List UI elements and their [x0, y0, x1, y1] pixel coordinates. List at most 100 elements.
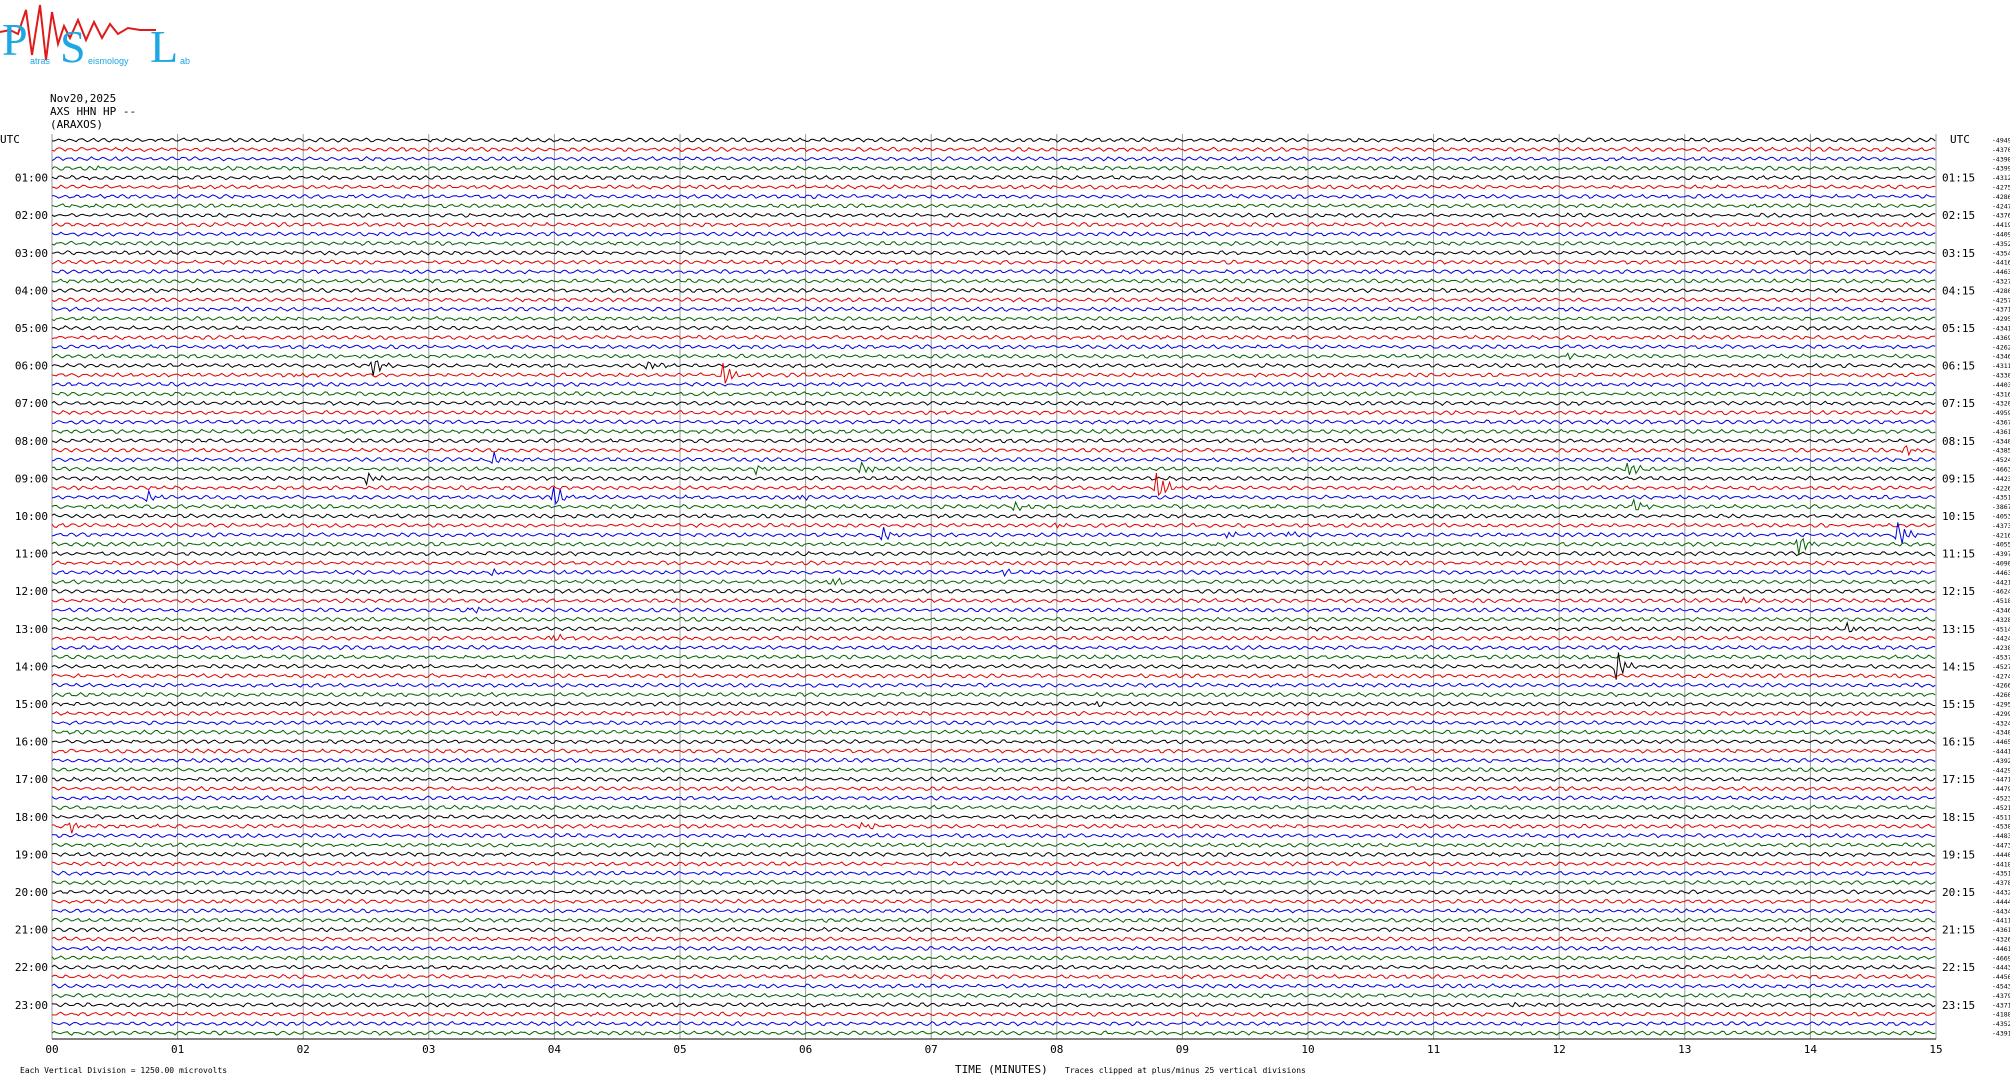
hour-label-left: 13:00 — [15, 623, 48, 636]
hour-label-left: 09:00 — [15, 472, 48, 485]
trace-offset-label: -4397 — [1992, 550, 2010, 558]
trace-offset-label: -4378 — [1992, 879, 2010, 887]
trace-line — [51, 633, 1936, 642]
trace-line — [51, 898, 1936, 905]
x-tick-label: 01 — [171, 1043, 184, 1056]
trace-line — [51, 419, 1936, 425]
trace-offset-label: -4330 — [1992, 372, 2010, 380]
hour-label-right: 13:15 — [1942, 623, 1975, 636]
trace-offset-label: -4286 — [1992, 193, 2010, 201]
x-tick-label: 02 — [297, 1043, 310, 1056]
trace-offset-label: -4463 — [1992, 268, 2010, 276]
trace-offset-label: -4527 — [1992, 663, 2010, 671]
trace-line — [51, 964, 1936, 970]
trace-line — [51, 550, 1936, 557]
trace-line — [51, 621, 1936, 633]
y-axis-label-right: UTC — [1950, 133, 1970, 146]
trace-line — [51, 391, 1936, 397]
trace-offset-label: -4324 — [1992, 719, 2010, 727]
trace-line — [51, 400, 1936, 406]
trace-offset-label: -4392 — [1992, 757, 2010, 765]
trace-line — [52, 616, 1936, 623]
trace-offset-label: -4391 — [1992, 1030, 2010, 1038]
trace-offset-label: -4238 — [1992, 644, 2010, 652]
traces — [51, 137, 1936, 1036]
trace-offset-label: -4521 — [1992, 804, 2010, 812]
trace-offset-label: -4275 — [1992, 184, 2010, 192]
trace-offset-label: -4262 — [1992, 343, 2010, 351]
trace-offset-label: -4260 — [1992, 691, 2010, 699]
trace-offset-label: -4376 — [1992, 212, 2010, 220]
trace-line — [51, 691, 1936, 698]
trace-offset-label: -4320 — [1992, 400, 2010, 408]
labels: 00 01 02 03 04 05 06 07 08 09 10 11 12 13 14 15 UTC UTC 01… — [0, 133, 2010, 1056]
trace-offset-label: -4327 — [1992, 278, 2010, 286]
hour-label-right: 12:15 — [1942, 585, 1975, 598]
trace-line — [51, 889, 1936, 895]
hour-label-right: 18:15 — [1942, 811, 1975, 824]
trace-offset-label: -4440 — [1992, 851, 2010, 859]
x-tick-label: 09 — [1176, 1043, 1189, 1056]
logo-letter-l: L — [150, 21, 178, 70]
trace-line — [51, 184, 1936, 190]
trace-offset-label: -4479 — [1992, 785, 2010, 793]
trace-line — [51, 352, 1936, 361]
trace-offset-label: -4379 — [1992, 992, 2010, 1000]
trace-offset-label: -4399 — [1992, 165, 2010, 173]
trace-line — [51, 287, 1936, 294]
trace-offset-label: -3867 — [1992, 503, 2010, 511]
trace-line — [51, 776, 1936, 782]
x-tick-label: 07 — [925, 1043, 938, 1056]
trace-line — [51, 606, 1936, 614]
trace-offset-label: -4471 — [1992, 776, 2010, 784]
trace-offset-label: -4053 — [1992, 513, 2010, 521]
trace-line — [51, 363, 1936, 384]
trace-line — [51, 588, 1936, 594]
trace-offset-label: -4959 — [1992, 409, 2010, 417]
trace-line — [51, 146, 1936, 153]
trace-offset-label: -4340 — [1992, 729, 2010, 737]
trace-offset-label: -4371 — [1992, 306, 2010, 314]
trace-offset-label: -4419 — [1992, 221, 2010, 229]
trace-line — [51, 945, 1936, 952]
trace-offset-label: -4247 — [1992, 202, 2010, 210]
trace-offset-label: -4456 — [1992, 973, 2010, 981]
x-tick-label: 05 — [673, 1043, 686, 1056]
trace-offset-label: -4429 — [1992, 766, 2010, 774]
trace-offset-label: -4463 — [1992, 569, 2010, 577]
x-tick-label: 13 — [1678, 1043, 1691, 1056]
trace-offset-label: -4473 — [1992, 842, 2010, 850]
trace-offset-label: -4346 — [1992, 607, 2010, 615]
trace-line — [51, 472, 1936, 497]
trace-offset-label: -4949 — [1992, 137, 2010, 145]
x-tick-label: 12 — [1553, 1043, 1566, 1056]
footer-scale-note: Each Vertical Division = 1250.00 microvo… — [20, 1066, 228, 1075]
hour-label-right: 09:15 — [1942, 472, 1975, 485]
hour-label-right: 01:15 — [1942, 172, 1975, 185]
trace-offset-label: -4424 — [1992, 635, 2010, 643]
trace-offset-label: -4299 — [1992, 710, 2010, 718]
trace-offset-label: -4441 — [1992, 748, 2010, 756]
hour-label-left: 05:00 — [15, 322, 48, 335]
trace-line — [51, 700, 1936, 708]
trace-line — [51, 452, 1936, 465]
trace-line — [51, 1030, 1936, 1036]
trace-offset-label: -4295 — [1992, 701, 2010, 709]
trace-offset-label: -4524 — [1992, 456, 2010, 464]
hour-label-left: 18:00 — [15, 811, 48, 824]
trace-line — [51, 1001, 1936, 1008]
hour-label-right: 14:15 — [1942, 660, 1975, 673]
trace-line — [51, 870, 1936, 876]
hour-label-right: 23:15 — [1942, 999, 1975, 1012]
trace-line — [51, 851, 1936, 858]
trace-offset-label: -4361 — [1992, 926, 2010, 934]
trace-line — [51, 804, 1936, 811]
trace-offset-label: -4663 — [1992, 466, 2010, 474]
trace-offset-label: -4461 — [1992, 945, 2010, 953]
trace-offset-label: -4295 — [1992, 315, 2010, 323]
trace-line — [51, 297, 1936, 303]
trace-line — [51, 428, 1936, 435]
trace-line — [51, 577, 1936, 586]
trace-line — [51, 231, 1936, 237]
